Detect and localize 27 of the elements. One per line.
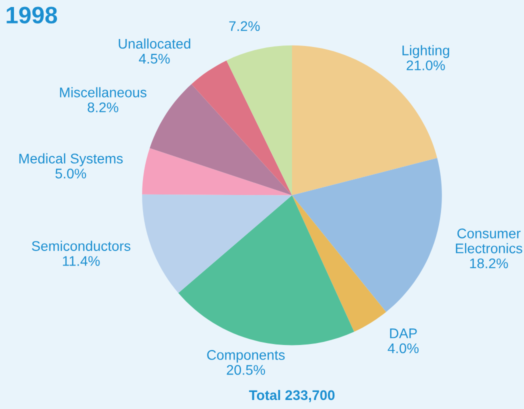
slice-label: Medical Systems [19, 153, 123, 166]
data-label: 11.4% [62, 256, 100, 266]
data-label: 8.2% [88, 102, 118, 112]
slice-label: Miscellaneous [60, 87, 146, 98]
pie-slice [150, 84, 292, 196]
data-label: 4.5% [138, 54, 170, 64]
pie-slice [292, 158, 442, 312]
slice-label: Components [207, 350, 285, 363]
pie-slice [292, 195, 386, 332]
pie-slice [178, 195, 354, 346]
data-label: 4.0% [388, 343, 419, 354]
slice-label: DAP [390, 328, 417, 338]
data-label: 5.0% [55, 168, 86, 178]
slice-label: Semiconductors [32, 240, 130, 251]
pie-slice [142, 194, 292, 294]
pie-slice [191, 60, 292, 196]
slice-label: Lighting [402, 45, 450, 58]
slice-label: Unallocated [118, 38, 190, 49]
data-label: 7.2% [229, 21, 260, 31]
pie-slice [226, 45, 292, 196]
pie-slice [142, 148, 292, 196]
data-label: 20.5% [226, 365, 266, 375]
slice-label: Consumer Electronics [456, 228, 522, 254]
text: Total 233,700 [249, 390, 335, 402]
data-label: 18.2% [470, 258, 508, 268]
data-label: 21.0% [406, 60, 445, 70]
chart-title: 1998 [6, 6, 58, 24]
